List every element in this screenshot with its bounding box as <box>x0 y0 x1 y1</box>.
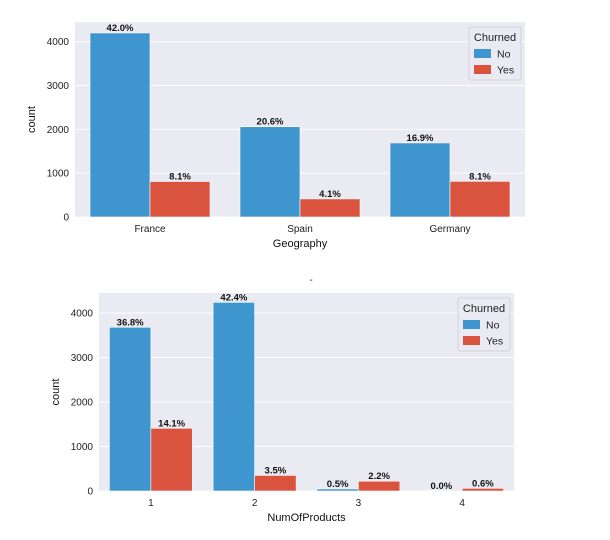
data-label: 16.9% <box>407 133 434 144</box>
separator-mark: - <box>309 275 312 286</box>
x-tick-label: 4 <box>459 498 465 509</box>
data-label: 0.5% <box>327 479 349 490</box>
num-of-products-chart: 0 1000 2000 3000 4000 36.8% 14.1% 1 42.4% 3.5% 2 0.… <box>50 292 514 524</box>
y-tick-label: 1000 <box>71 442 94 453</box>
legend: Churned No Yes <box>468 26 522 81</box>
data-label: 8.1% <box>169 172 191 183</box>
data-label: 20.6% <box>257 117 284 128</box>
y-tick-label: 0 <box>87 487 93 498</box>
y-tick-label: 2000 <box>71 398 94 409</box>
legend-title: Churned <box>463 303 505 315</box>
bar-no-france <box>89 32 151 218</box>
legend-label-no: No <box>497 49 511 61</box>
legend-label-yes: Yes <box>486 336 503 348</box>
bar-yes-3 <box>358 480 401 492</box>
x-tick-label: Germany <box>429 224 470 235</box>
geography-chart: 0 1000 2000 3000 4000 42.0% 8.1% France 20.6% 4.1… <box>26 22 525 250</box>
data-label: 2.2% <box>368 471 390 482</box>
legend-label-no: No <box>486 320 500 332</box>
bar-no-spain <box>239 126 301 218</box>
data-label: 42.0% <box>107 23 134 34</box>
bar-yes-france <box>149 181 211 218</box>
x-axis-label: Geography <box>273 238 328 250</box>
legend-label-yes: Yes <box>497 65 514 77</box>
legend-swatch-no <box>474 49 491 58</box>
data-label: 0.6% <box>472 478 494 489</box>
legend: Churned No Yes <box>457 297 511 352</box>
data-label: 4.1% <box>319 189 341 200</box>
x-tick-label: Spain <box>287 224 313 235</box>
y-tick-label: 3000 <box>71 353 94 364</box>
data-label: 3.5% <box>265 465 287 476</box>
bar-yes-germany <box>449 181 511 218</box>
y-tick-label: 4000 <box>71 309 94 320</box>
data-label: 0.0% <box>431 481 453 492</box>
data-label: 42.4% <box>220 292 247 303</box>
legend-swatch-no <box>463 320 480 329</box>
x-tick-label: 2 <box>252 498 258 509</box>
bar-yes-2 <box>254 475 297 492</box>
bar-yes-spain <box>299 198 361 218</box>
legend-swatch-yes <box>474 65 491 74</box>
y-tick-label: 1000 <box>47 169 70 180</box>
x-axis-label: NumOfProducts <box>267 512 346 524</box>
bar-yes-1 <box>150 427 193 492</box>
y-tick-label: 4000 <box>47 37 70 48</box>
bar-no-2 <box>212 302 255 492</box>
bar-no-1 <box>109 326 152 492</box>
bar-yes-4 <box>461 488 504 492</box>
data-label: 36.8% <box>117 317 144 328</box>
x-tick-label: 3 <box>356 498 362 509</box>
data-label: 8.1% <box>469 171 491 182</box>
x-tick-label: France <box>134 224 166 235</box>
x-tick-label: 1 <box>148 498 154 509</box>
y-tick-label: 3000 <box>47 81 70 92</box>
data-label: 14.1% <box>158 418 185 429</box>
y-tick-label: 0 <box>63 213 69 224</box>
y-tick-label: 2000 <box>47 125 70 136</box>
y-axis-label: count <box>26 106 38 133</box>
y-axis-label: count <box>50 379 62 406</box>
legend-swatch-yes <box>463 336 480 345</box>
legend-title: Churned <box>474 32 516 44</box>
bar-no-germany <box>389 142 451 218</box>
